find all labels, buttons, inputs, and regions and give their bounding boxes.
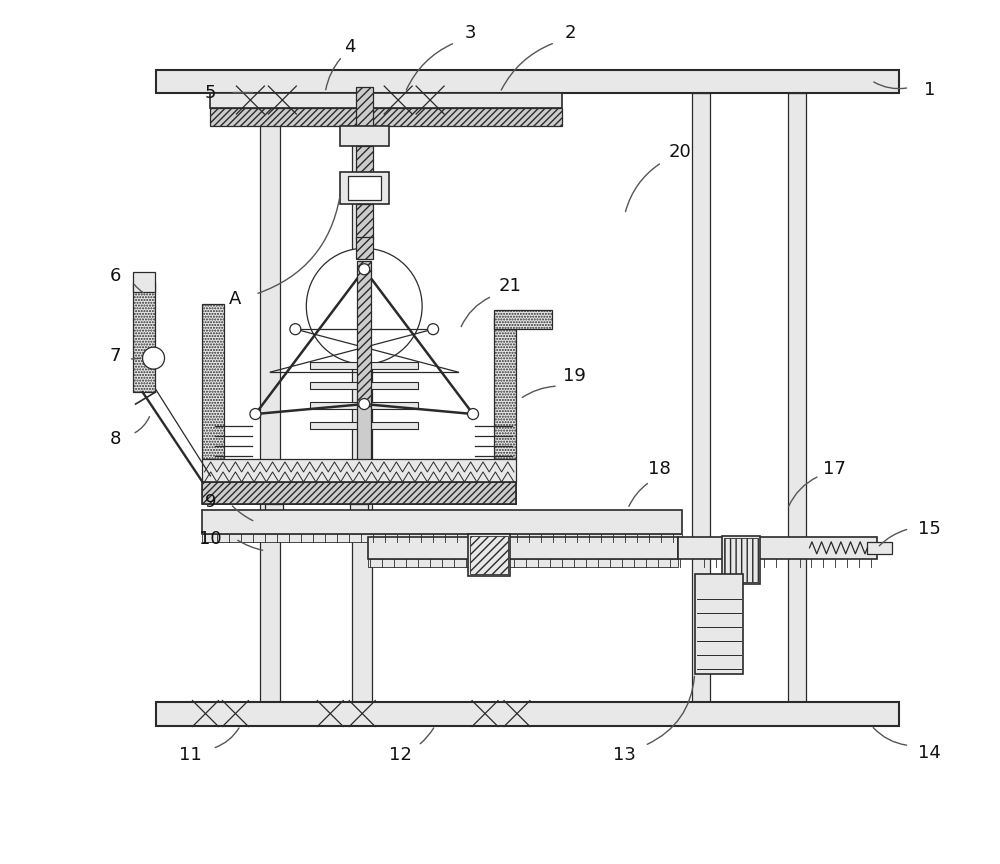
Text: 21: 21 [499, 277, 521, 295]
Text: 3: 3 [464, 23, 476, 41]
Bar [348, 176, 381, 200]
Bar [310, 422, 418, 429]
Circle shape [250, 409, 261, 420]
Bar [340, 126, 389, 147]
Text: 1: 1 [924, 80, 935, 98]
Circle shape [306, 248, 422, 364]
Text: 18: 18 [648, 460, 671, 478]
Bar [352, 92, 372, 702]
Text: 13: 13 [613, 746, 636, 765]
Bar [368, 559, 678, 567]
Bar [156, 702, 899, 726]
Text: 19: 19 [563, 367, 586, 385]
Text: 10: 10 [199, 530, 222, 548]
Bar [133, 283, 155, 392]
Circle shape [359, 398, 370, 410]
Bar [202, 510, 682, 534]
Text: 15: 15 [918, 520, 941, 538]
Bar [202, 459, 516, 482]
Bar [356, 238, 373, 259]
Text: 20: 20 [668, 143, 691, 162]
Text: 8: 8 [110, 430, 121, 448]
Bar [133, 272, 155, 292]
Bar [260, 92, 280, 702]
Text: 11: 11 [179, 746, 202, 765]
Bar [724, 537, 758, 581]
Text: 9: 9 [205, 492, 216, 511]
Bar [470, 536, 508, 574]
Bar [202, 482, 516, 504]
Bar [468, 534, 510, 575]
Text: 7: 7 [110, 347, 121, 365]
Text: 17: 17 [823, 460, 846, 478]
Bar [357, 406, 371, 466]
Bar [202, 482, 516, 504]
Bar [494, 317, 516, 459]
Text: 2: 2 [564, 23, 576, 41]
Bar [357, 261, 371, 406]
Bar [788, 92, 806, 702]
Circle shape [428, 324, 439, 334]
Bar [340, 173, 389, 205]
Bar [722, 536, 760, 584]
Bar [678, 537, 877, 559]
Circle shape [468, 409, 479, 420]
Bar [368, 537, 678, 559]
Circle shape [359, 264, 370, 275]
Circle shape [143, 347, 165, 369]
Bar [494, 310, 552, 329]
Text: 6: 6 [110, 267, 121, 285]
Circle shape [290, 324, 301, 334]
Text: 5: 5 [205, 84, 216, 102]
Bar [310, 402, 418, 409]
Text: 14: 14 [918, 745, 941, 763]
Text: 4: 4 [344, 38, 356, 55]
Text: A: A [229, 290, 242, 308]
Bar [695, 574, 743, 674]
Bar [202, 534, 682, 542]
Bar [692, 92, 710, 702]
Bar [156, 70, 899, 92]
Bar [210, 92, 562, 107]
Bar [356, 205, 373, 239]
Bar [867, 542, 892, 554]
Bar [310, 382, 418, 389]
Bar [202, 304, 224, 459]
Bar [356, 86, 373, 130]
Bar [350, 504, 368, 522]
Bar [356, 147, 373, 175]
Text: 12: 12 [389, 746, 412, 765]
Bar [265, 504, 283, 522]
Bar [310, 362, 418, 369]
Bar [210, 107, 562, 126]
